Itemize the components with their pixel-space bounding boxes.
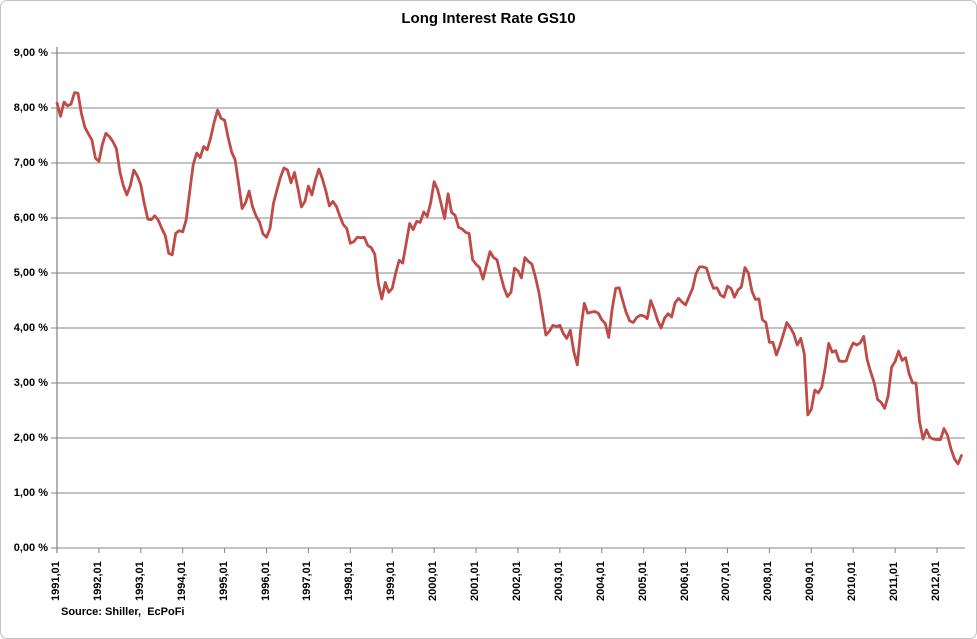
y-axis-tick-label: 2,00 % [13,432,48,444]
x-axis-tick-label: 2000,01 [427,561,440,601]
x-axis-tick-label: 1998,01 [343,561,356,601]
y-axis-tick-label: 4,00 % [13,322,48,334]
x-axis-tick-label: 1994,01 [175,561,188,601]
x-axis-tick-label: 1997,01 [301,561,314,601]
y-axis-tick-label: 8,00 % [13,102,48,114]
y-axis-tick-label: 1,00 % [13,487,48,499]
x-axis-tick-label: 1991,01 [50,561,62,601]
chart-title: Long Interest Rate GS10 [401,10,576,27]
y-axis-tick-label: 5,00 % [13,267,48,279]
y-axis-tick-label: 6,00 % [13,212,48,224]
x-axis-tick-label: 1992,01 [91,561,104,601]
x-axis-tick-label: 2011,01 [888,561,901,601]
y-axis-tick-label: 3,00 % [13,377,48,389]
y-axis-tick-label: 0,00 % [13,542,48,554]
x-axis-tick-label: 2005,01 [636,561,649,601]
x-axis-tick-label: 2006,01 [678,561,691,601]
y-axis-tick-label: 7,00 % [13,157,48,169]
x-axis-tick-label: 2012,01 [930,561,942,601]
x-axis-tick-label: 2010,01 [846,561,859,601]
x-axis-tick-label: 2009,01 [804,561,817,601]
x-axis-tick-label: 2004,01 [594,561,607,601]
x-axis-tick-label: 2003,01 [552,561,565,601]
x-axis-tick-label: 2002,01 [510,561,523,601]
source-note: Source: Shiller, EcPoFi [61,606,185,618]
x-axis-tick-label: 2001,01 [469,561,482,601]
x-axis-tick-label: 1996,01 [259,561,272,601]
x-axis-tick-label: 1999,01 [385,561,398,601]
x-axis-tick-label: 1995,01 [217,561,230,601]
y-axis-tick-label: 9,00 % [13,47,48,59]
data-series-line [55,91,963,466]
x-axis-tick-label: 2007,01 [720,561,733,601]
x-axis-tick-label: 2008,01 [762,561,775,601]
x-axis-tick-label: 1993,01 [133,561,146,601]
